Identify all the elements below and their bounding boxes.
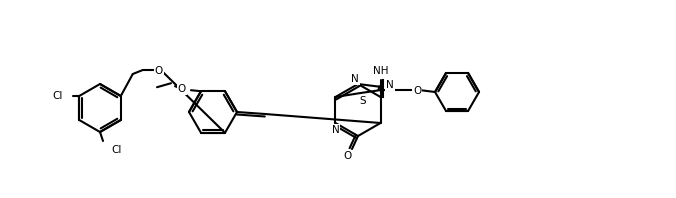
Text: N: N	[351, 74, 359, 84]
Text: Cl: Cl	[111, 145, 122, 155]
Text: N: N	[386, 80, 393, 90]
Text: NH: NH	[372, 66, 388, 76]
Text: N: N	[332, 125, 339, 135]
Text: O: O	[178, 84, 186, 94]
Text: O: O	[413, 86, 421, 96]
Text: O: O	[344, 151, 352, 161]
Text: Cl: Cl	[53, 91, 64, 101]
Text: O: O	[155, 66, 163, 76]
Text: S: S	[360, 96, 366, 106]
